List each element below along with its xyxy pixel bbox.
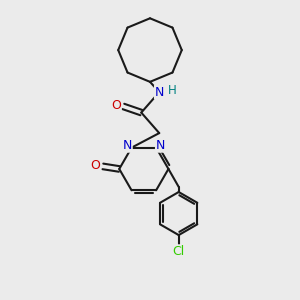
Text: N: N — [154, 85, 164, 99]
Text: O: O — [91, 159, 100, 172]
Text: Cl: Cl — [172, 245, 185, 258]
Text: N: N — [156, 139, 165, 152]
Text: H: H — [168, 83, 176, 97]
Text: O: O — [111, 99, 121, 112]
Text: N: N — [123, 139, 132, 152]
